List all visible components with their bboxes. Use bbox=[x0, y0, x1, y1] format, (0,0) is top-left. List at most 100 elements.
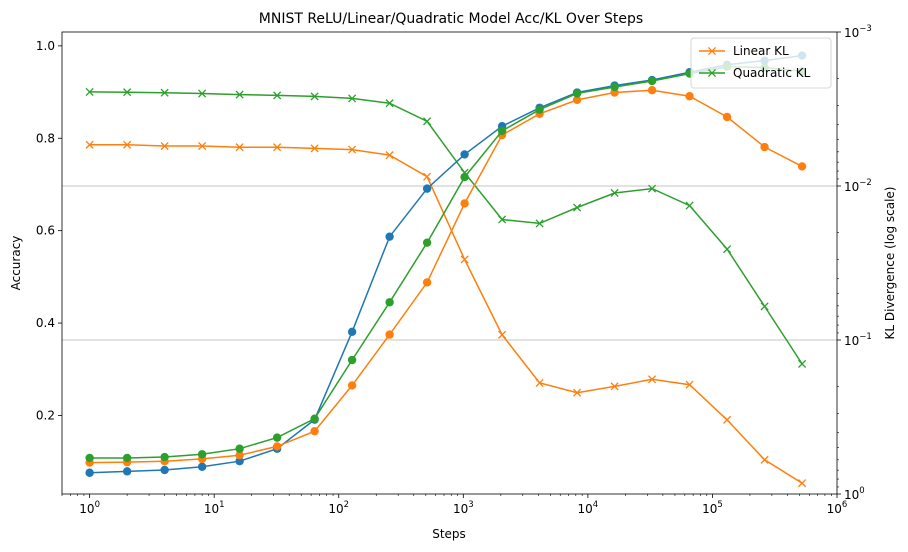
legend-marker bbox=[707, 68, 717, 78]
kl-point-1 bbox=[573, 203, 582, 212]
kl-point-1 bbox=[498, 215, 507, 224]
accuracy-point-2 bbox=[122, 453, 132, 463]
y-axis-left: 0.2 0.4 0.6 0.8 1.0 bbox=[36, 39, 62, 422]
kl-point-0 bbox=[460, 255, 469, 264]
y2-axis-label: KL Divergence (log scale) bbox=[883, 187, 897, 340]
accuracy-point-2 bbox=[647, 76, 657, 86]
x-tick-label: 104 bbox=[578, 500, 599, 516]
kl-point-1 bbox=[385, 99, 394, 108]
accuracy-point-0 bbox=[347, 327, 357, 337]
accuracy-point-2 bbox=[535, 105, 544, 114]
plot-area bbox=[85, 51, 807, 488]
kl-point-0 bbox=[198, 141, 207, 151]
accuracy-point-2 bbox=[460, 172, 469, 182]
accuracy-point-1 bbox=[685, 92, 694, 101]
accuracy-line-2 bbox=[89, 65, 803, 459]
accuracy-point-2 bbox=[610, 82, 619, 92]
legend-marker bbox=[707, 46, 717, 56]
legend-box bbox=[690, 37, 832, 89]
x-tick-label-exponent: 1 bbox=[219, 500, 224, 510]
kl-point-0 bbox=[235, 143, 244, 152]
x-tick-label: 105 bbox=[702, 500, 723, 516]
accuracy-point-0 bbox=[422, 184, 432, 193]
accuracy-point-2 bbox=[310, 414, 319, 423]
x-tick-label-base: 10 bbox=[204, 502, 219, 516]
x-tick-label-exponent: 4 bbox=[593, 500, 598, 510]
accuracy-point-2 bbox=[422, 238, 432, 247]
kl-point-0 bbox=[648, 375, 657, 384]
kl-point-1 bbox=[535, 219, 544, 228]
y-axis-label: Accuracy bbox=[9, 236, 23, 291]
legend-label: Linear KL bbox=[733, 44, 789, 58]
accuracy-point-0 bbox=[460, 150, 469, 159]
x-axis-label: Steps bbox=[432, 527, 466, 541]
x-tick-label-base: 10 bbox=[79, 502, 94, 516]
kl-point-1 bbox=[610, 188, 619, 198]
y-tick-label: 0.8 bbox=[36, 131, 55, 145]
x-tick-label-exponent: 3 bbox=[468, 500, 473, 510]
kl-point-0 bbox=[123, 140, 132, 149]
y2-tick-label-base: 10 bbox=[844, 180, 859, 194]
y-tick-label: 1.0 bbox=[36, 39, 55, 53]
y2-tick-label-base: 10 bbox=[844, 334, 859, 348]
kl-point-0 bbox=[348, 145, 357, 154]
kl-point-0 bbox=[310, 144, 319, 153]
y2-tick-label: 10−2 bbox=[844, 178, 872, 194]
y2-tick-label-exponent: 0 bbox=[859, 486, 864, 496]
kl-point-1 bbox=[760, 302, 769, 311]
y2-tick-label-base: 10 bbox=[844, 26, 859, 40]
kl-point-1 bbox=[423, 117, 432, 126]
kl-point-0 bbox=[798, 479, 807, 488]
kl-point-1 bbox=[798, 359, 807, 368]
accuracy-point-2 bbox=[160, 452, 169, 462]
accuracy-point-1 bbox=[235, 450, 244, 460]
accuracy-point-1 bbox=[422, 278, 432, 287]
chart-title: MNIST ReLU/Linear/Quadratic Model Acc/KL… bbox=[259, 11, 643, 27]
kl-line-0 bbox=[89, 144, 803, 484]
x-tick-label: 101 bbox=[204, 500, 225, 516]
accuracy-point-0 bbox=[160, 465, 169, 475]
accuracy-point-2 bbox=[347, 355, 357, 365]
accuracy-point-1 bbox=[572, 95, 582, 105]
kl-point-0 bbox=[610, 382, 619, 391]
accuracy-point-0 bbox=[385, 232, 394, 241]
y2-tick-label-exponent: −1 bbox=[859, 332, 872, 342]
kl-point-1 bbox=[648, 184, 657, 193]
y2-tick-label-exponent: −3 bbox=[859, 24, 872, 34]
kl-point-0 bbox=[760, 455, 769, 464]
kl-point-1 bbox=[685, 201, 694, 210]
accuracy-point-2 bbox=[572, 89, 582, 98]
accuracy-point-2 bbox=[497, 126, 507, 136]
accuracy-point-1 bbox=[385, 330, 394, 339]
accuracy-point-1 bbox=[722, 112, 732, 122]
kl-line-1 bbox=[89, 91, 803, 365]
accuracy-point-2 bbox=[272, 433, 282, 442]
kl-point-0 bbox=[85, 140, 94, 149]
kl-point-1 bbox=[310, 92, 319, 101]
accuracy-point-1 bbox=[760, 142, 769, 152]
accuracy-point-0 bbox=[235, 456, 244, 466]
accuracy-line-0 bbox=[89, 54, 803, 474]
accuracy-point-2 bbox=[385, 298, 394, 307]
accuracy-line-1 bbox=[89, 89, 803, 464]
x-tick-label: 100 bbox=[79, 500, 100, 516]
accuracy-point-1 bbox=[647, 86, 657, 95]
kl-point-0 bbox=[573, 388, 582, 397]
kl-point-0 bbox=[385, 151, 394, 160]
x-tick-label-base: 10 bbox=[328, 502, 343, 516]
legend-label: Quadratic KL bbox=[733, 66, 811, 80]
kl-point-0 bbox=[723, 415, 732, 424]
x-tick-label-exponent: 2 bbox=[344, 500, 349, 510]
kl-point-0 bbox=[160, 141, 169, 151]
x-tick-label-base: 10 bbox=[578, 502, 593, 516]
accuracy-point-1 bbox=[310, 426, 319, 436]
y2-tick-label: 100 bbox=[844, 486, 865, 502]
accuracy-point-2 bbox=[197, 450, 207, 459]
kl-point-0 bbox=[273, 143, 282, 152]
accuracy-point-1 bbox=[460, 199, 469, 208]
y2-tick-label-exponent: −2 bbox=[859, 178, 872, 188]
x-axis: 100 101 102 103 104 105 106 bbox=[61, 494, 847, 516]
x-tick-label-exponent: 6 bbox=[842, 500, 847, 510]
